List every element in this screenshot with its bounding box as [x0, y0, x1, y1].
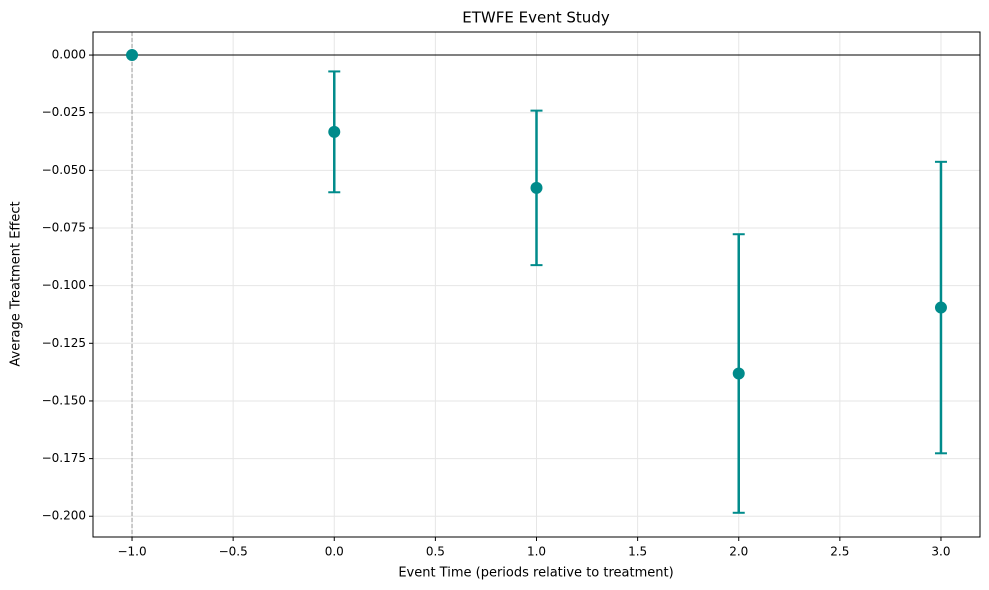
x-tick-label: −0.5 — [219, 545, 248, 559]
x-tick-label: 3.0 — [931, 545, 950, 559]
x-tick-label: 2.0 — [729, 545, 748, 559]
y-tick-label: −0.175 — [42, 451, 86, 465]
y-tick-label: −0.050 — [42, 163, 86, 177]
point — [934, 301, 947, 314]
x-tick-label: 1.0 — [527, 545, 546, 559]
y-tick-label: −0.100 — [42, 278, 86, 292]
y-tick-label: −0.150 — [42, 393, 86, 407]
x-tick-label: 2.5 — [830, 545, 849, 559]
point — [732, 367, 745, 380]
y-tick-label: −0.025 — [42, 105, 86, 119]
chart-title: ETWFE Event Study — [462, 9, 610, 27]
point — [328, 125, 341, 138]
y-tick-label: −0.200 — [42, 509, 86, 523]
y-axis-label: Average Treatment Effect — [9, 201, 24, 366]
x-tick-label: 0.0 — [325, 545, 344, 559]
y-tick-label: 0.000 — [52, 48, 86, 62]
x-tick-label: 0.5 — [426, 545, 445, 559]
plot-frame — [92, 31, 981, 538]
x-axis-label: Event Time (periods relative to treatmen… — [398, 566, 673, 581]
y-tick-label: −0.125 — [42, 336, 86, 350]
x-tick-label: 1.5 — [628, 545, 647, 559]
point — [530, 181, 543, 194]
x-tick-label: −1.0 — [117, 545, 146, 559]
point — [126, 49, 139, 62]
y-tick-label: −0.075 — [42, 221, 86, 235]
